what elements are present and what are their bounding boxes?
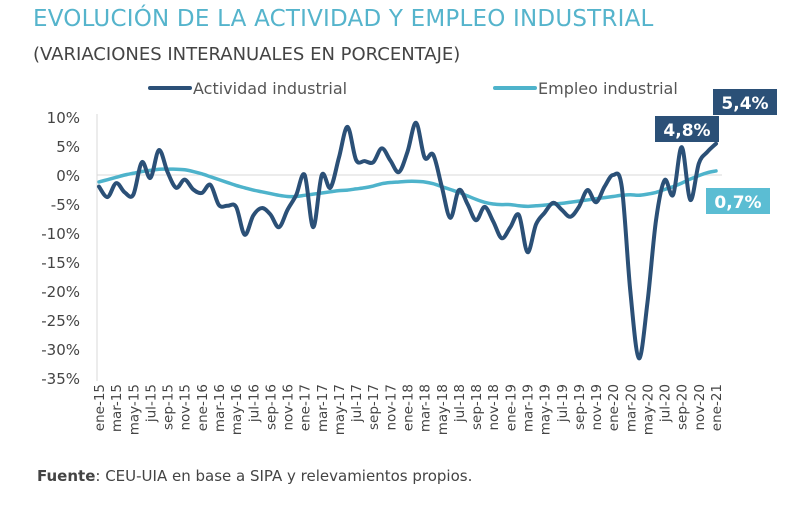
x-tick-label: jul-17: [349, 384, 365, 423]
x-tick-label: jul-20: [658, 384, 674, 423]
x-tick-label: nov-17: [383, 384, 399, 431]
x-tick-label: mar-16: [212, 384, 228, 432]
y-tick-label: -30%: [41, 341, 80, 359]
data-label: 0,7%: [714, 193, 761, 213]
x-tick-label: sep-18: [469, 384, 485, 430]
x-tick-label: may-18: [435, 384, 451, 435]
x-tick-label: may-20: [640, 384, 656, 435]
series-line-empleo: [97, 167, 718, 209]
x-tick-label: sep-17: [366, 384, 382, 430]
data-label-box: [655, 116, 719, 142]
legend-label: Empleo industrial: [538, 79, 678, 98]
x-tick-label: ene-15: [92, 384, 108, 431]
legend-label: Actividad industrial: [193, 79, 347, 98]
x-tick-label: mar-17: [315, 384, 331, 432]
y-tick-label: -10%: [41, 225, 80, 243]
x-tick-label: jul-16: [246, 384, 262, 423]
y-tick-label: 5%: [56, 138, 80, 156]
data-label: 4,8%: [663, 121, 710, 141]
x-tick-label: nov-15: [178, 384, 194, 431]
y-tick-label: 10%: [47, 109, 80, 127]
x-tick-label: nov-20: [692, 384, 708, 431]
data-label-box: [706, 188, 770, 214]
y-tick-label: -20%: [41, 283, 80, 301]
x-tick-label: may-19: [538, 384, 554, 435]
x-tick-label: ene-20: [606, 384, 622, 431]
x-tick-label: ene-19: [503, 384, 519, 431]
x-tick-label: sep-16: [263, 384, 279, 430]
x-tick-label: mar-19: [520, 384, 536, 432]
source-text: : CEU-UIA en base a SIPA y relevamientos…: [95, 467, 473, 485]
x-tick-label: may-15: [126, 384, 142, 435]
y-tick-label: -35%: [41, 370, 80, 388]
x-tick-label: sep-20: [675, 384, 691, 430]
x-tick-label: ene-18: [401, 384, 417, 431]
x-tick-label: jul-18: [452, 384, 468, 423]
y-tick-label: 0%: [56, 167, 80, 185]
x-tick-label: mar-15: [109, 384, 125, 432]
data-label: 5,4%: [721, 94, 768, 114]
series-line-actividad: [97, 120, 718, 361]
x-tick-label: nov-16: [281, 384, 297, 431]
y-tick-label: -25%: [41, 312, 80, 330]
x-tick-label: jul-19: [555, 384, 571, 423]
x-tick-label: sep-15: [161, 384, 177, 430]
data-label-box: [713, 89, 777, 115]
x-tick-label: may-17: [332, 384, 348, 435]
source-note: Fuente: CEU-UIA en base a SIPA y relevam…: [37, 467, 472, 485]
x-tick-label: mar-18: [418, 384, 434, 432]
x-tick-label: may-16: [229, 384, 245, 435]
x-tick-label: ene-21: [709, 384, 725, 431]
x-tick-label: mar-20: [623, 384, 639, 432]
x-tick-label: jul-15: [143, 384, 159, 423]
y-tick-label: -15%: [41, 254, 80, 272]
y-tick-label: -5%: [51, 196, 80, 214]
source-label: Fuente: [37, 467, 96, 485]
x-tick-label: ene-16: [195, 384, 211, 431]
chart-subtitle: (VARIACIONES INTERANUALES EN PORCENTAJE): [33, 44, 461, 65]
x-tick-label: sep-19: [572, 384, 588, 430]
x-tick-label: ene-17: [298, 384, 314, 431]
x-tick-label: nov-18: [486, 384, 502, 431]
chart-title: EVOLUCIÓN DE LA ACTIVIDAD Y EMPLEO INDUS…: [33, 6, 654, 32]
x-tick-label: nov-19: [589, 384, 605, 431]
